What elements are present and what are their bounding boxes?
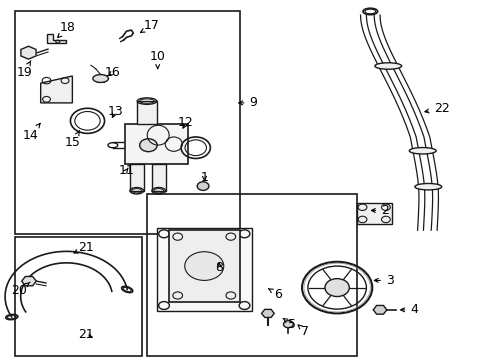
Text: 20: 20 [11, 282, 30, 297]
Bar [356, 203, 391, 224]
Text: 7: 7 [298, 325, 309, 338]
Circle shape [325, 279, 348, 297]
Circle shape [184, 252, 224, 280]
Ellipse shape [93, 75, 108, 82]
Circle shape [140, 139, 157, 152]
Text: 17: 17 [141, 19, 160, 32]
Text: 9: 9 [238, 96, 257, 109]
Bar [147, 194, 356, 356]
Circle shape [283, 320, 293, 328]
Bar [157, 228, 251, 311]
Text: 21: 21 [78, 328, 94, 341]
Text: 5: 5 [283, 318, 296, 331]
Text: 6: 6 [268, 288, 281, 301]
Text: 11: 11 [119, 164, 134, 177]
Polygon shape [372, 306, 386, 314]
Text: 1: 1 [200, 171, 208, 184]
Bar [168, 230, 239, 302]
Text: 4: 4 [400, 303, 417, 316]
Bar [152, 164, 165, 191]
Bar [15, 237, 142, 356]
Bar [137, 101, 157, 125]
Text: 10: 10 [149, 50, 165, 69]
Polygon shape [47, 34, 65, 43]
Polygon shape [21, 276, 36, 286]
Text: 16: 16 [105, 66, 121, 79]
Polygon shape [41, 76, 72, 103]
Text: 13: 13 [107, 105, 123, 118]
Text: 19: 19 [16, 61, 32, 79]
Bar [125, 125, 188, 164]
Text: 14: 14 [23, 123, 40, 142]
Ellipse shape [408, 148, 435, 154]
Polygon shape [261, 309, 274, 318]
Text: 12: 12 [178, 116, 193, 129]
Text: 18: 18 [58, 21, 76, 37]
Ellipse shape [374, 63, 401, 69]
Bar [15, 12, 239, 234]
Text: 8: 8 [215, 261, 223, 274]
Text: 15: 15 [65, 131, 81, 149]
Text: 21: 21 [74, 241, 94, 254]
Bar [130, 164, 143, 191]
Text: 2: 2 [371, 204, 388, 217]
Text: 22: 22 [424, 102, 448, 115]
Text: 3: 3 [373, 274, 393, 287]
Ellipse shape [414, 184, 441, 190]
Circle shape [197, 182, 208, 190]
Polygon shape [21, 46, 36, 59]
